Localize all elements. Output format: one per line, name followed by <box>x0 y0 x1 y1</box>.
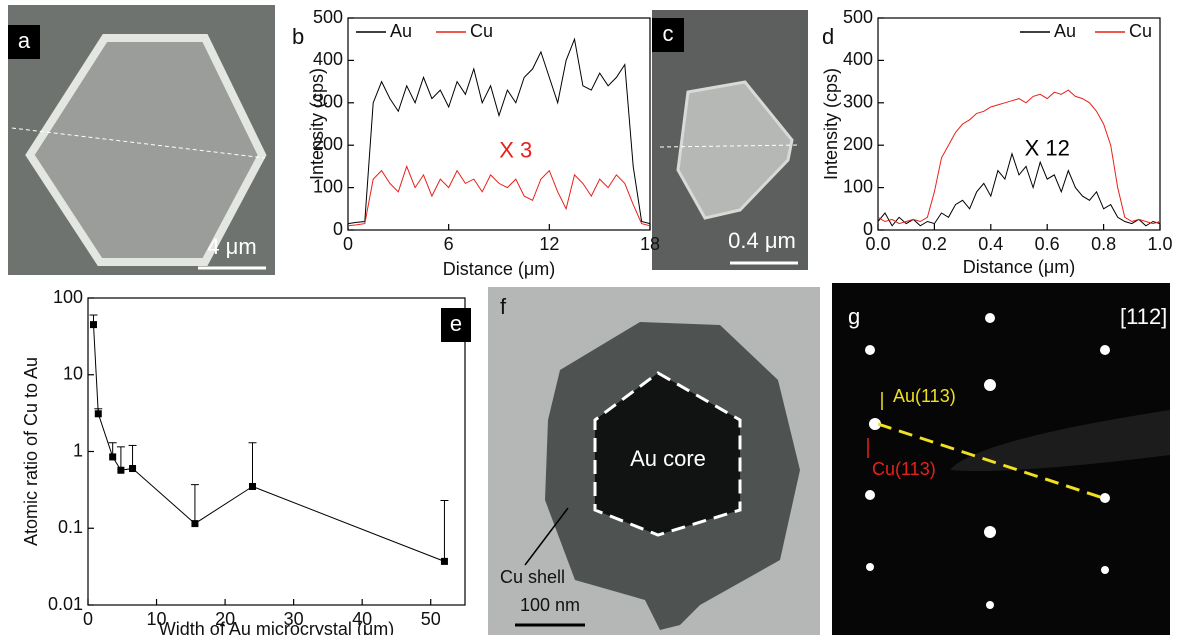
panel-f: f Au core Cu shell 100 nm <box>488 287 820 635</box>
x-axis-label: Width of Au microcrystal (μm) <box>159 619 394 635</box>
legend-label: Au <box>1054 21 1076 41</box>
panel-a: a 4 μm <box>8 5 275 275</box>
panel-label: b <box>292 24 304 49</box>
y-tick-label: 100 <box>843 176 873 196</box>
legend-label: Au <box>390 21 412 41</box>
y-tick-label: 100 <box>53 287 83 307</box>
panel-label: f <box>500 294 507 319</box>
x-tick-label: 12 <box>539 234 559 254</box>
connecting-line <box>94 325 445 562</box>
scale-text: 0.4 μm <box>728 228 796 253</box>
line-series <box>348 39 650 223</box>
x-axis-label: Distance (μm) <box>963 257 1075 277</box>
core-label: Au core <box>630 446 706 471</box>
zone-axis: [112] <box>1120 304 1167 329</box>
data-point <box>109 453 116 460</box>
legend-label: Cu <box>1129 21 1152 41</box>
legend-label: Cu <box>470 21 493 41</box>
x-tick-label: 0.8 <box>1091 234 1116 254</box>
y-tick-label: 400 <box>313 49 343 69</box>
annotation: X 12 <box>1025 135 1070 160</box>
panel-label: g <box>848 304 860 329</box>
y-tick-label: 1 <box>73 440 83 460</box>
au-label: Au(113) <box>893 386 956 406</box>
plot-frame <box>878 18 1160 230</box>
y-tick-label: 0 <box>333 219 343 239</box>
data-point <box>191 520 198 527</box>
panel-label: e <box>450 311 462 336</box>
x-tick-label: 0.2 <box>922 234 947 254</box>
y-tick-label: 0 <box>863 219 873 239</box>
y-axis-label: Intensity (cps) <box>307 68 327 180</box>
x-tick-label: 6 <box>444 234 454 254</box>
y-tick-label: 10 <box>63 364 83 384</box>
plot-frame <box>348 18 650 230</box>
scale-text: 4 μm <box>207 234 256 259</box>
y-tick-label: 0.01 <box>48 594 83 614</box>
data-point <box>249 483 256 490</box>
plot-frame <box>88 298 465 605</box>
scale-text: 100 nm <box>520 595 580 615</box>
x-tick-label: 18 <box>640 234 660 254</box>
x-tick-label: 0.4 <box>978 234 1003 254</box>
panel-c: c 0.4 μm <box>652 10 808 270</box>
x-axis-label: Distance (μm) <box>443 259 555 279</box>
y-tick-label: 300 <box>843 92 873 112</box>
y-axis-label: Atomic ratio of Cu to Au <box>21 357 41 546</box>
panel-label: d <box>822 24 834 49</box>
line-series <box>878 90 1160 224</box>
x-tick-label: 0.6 <box>1035 234 1060 254</box>
shell-label: Cu shell <box>500 567 565 587</box>
data-point <box>117 467 124 474</box>
data-point <box>441 558 448 565</box>
panel-label: c <box>663 21 674 46</box>
panel-g: g [112] Au(113) Cu(113) <box>832 283 1170 635</box>
y-tick-label: 0.1 <box>58 517 83 537</box>
y-tick-label: 500 <box>313 7 343 27</box>
x-tick-label: 0 <box>83 609 93 629</box>
x-tick-label: 0 <box>343 234 353 254</box>
x-tick-label: 1.0 <box>1147 234 1172 254</box>
annotation: X 3 <box>499 137 532 162</box>
cu-label: Cu(113) <box>872 459 936 479</box>
y-tick-label: 500 <box>843 7 873 27</box>
x-tick-label: 50 <box>421 609 441 629</box>
data-point <box>95 410 102 417</box>
line-series <box>348 166 650 225</box>
y-tick-label: 400 <box>843 49 873 69</box>
y-tick-label: 200 <box>843 134 873 154</box>
y-axis-label: Intensity (cps) <box>821 68 841 180</box>
panel-label: a <box>18 28 31 53</box>
data-point <box>90 321 97 328</box>
data-point <box>129 465 136 472</box>
figure: a 4 μm c 0.4 μm f Au core Cu shell 100 n… <box>0 0 1178 635</box>
